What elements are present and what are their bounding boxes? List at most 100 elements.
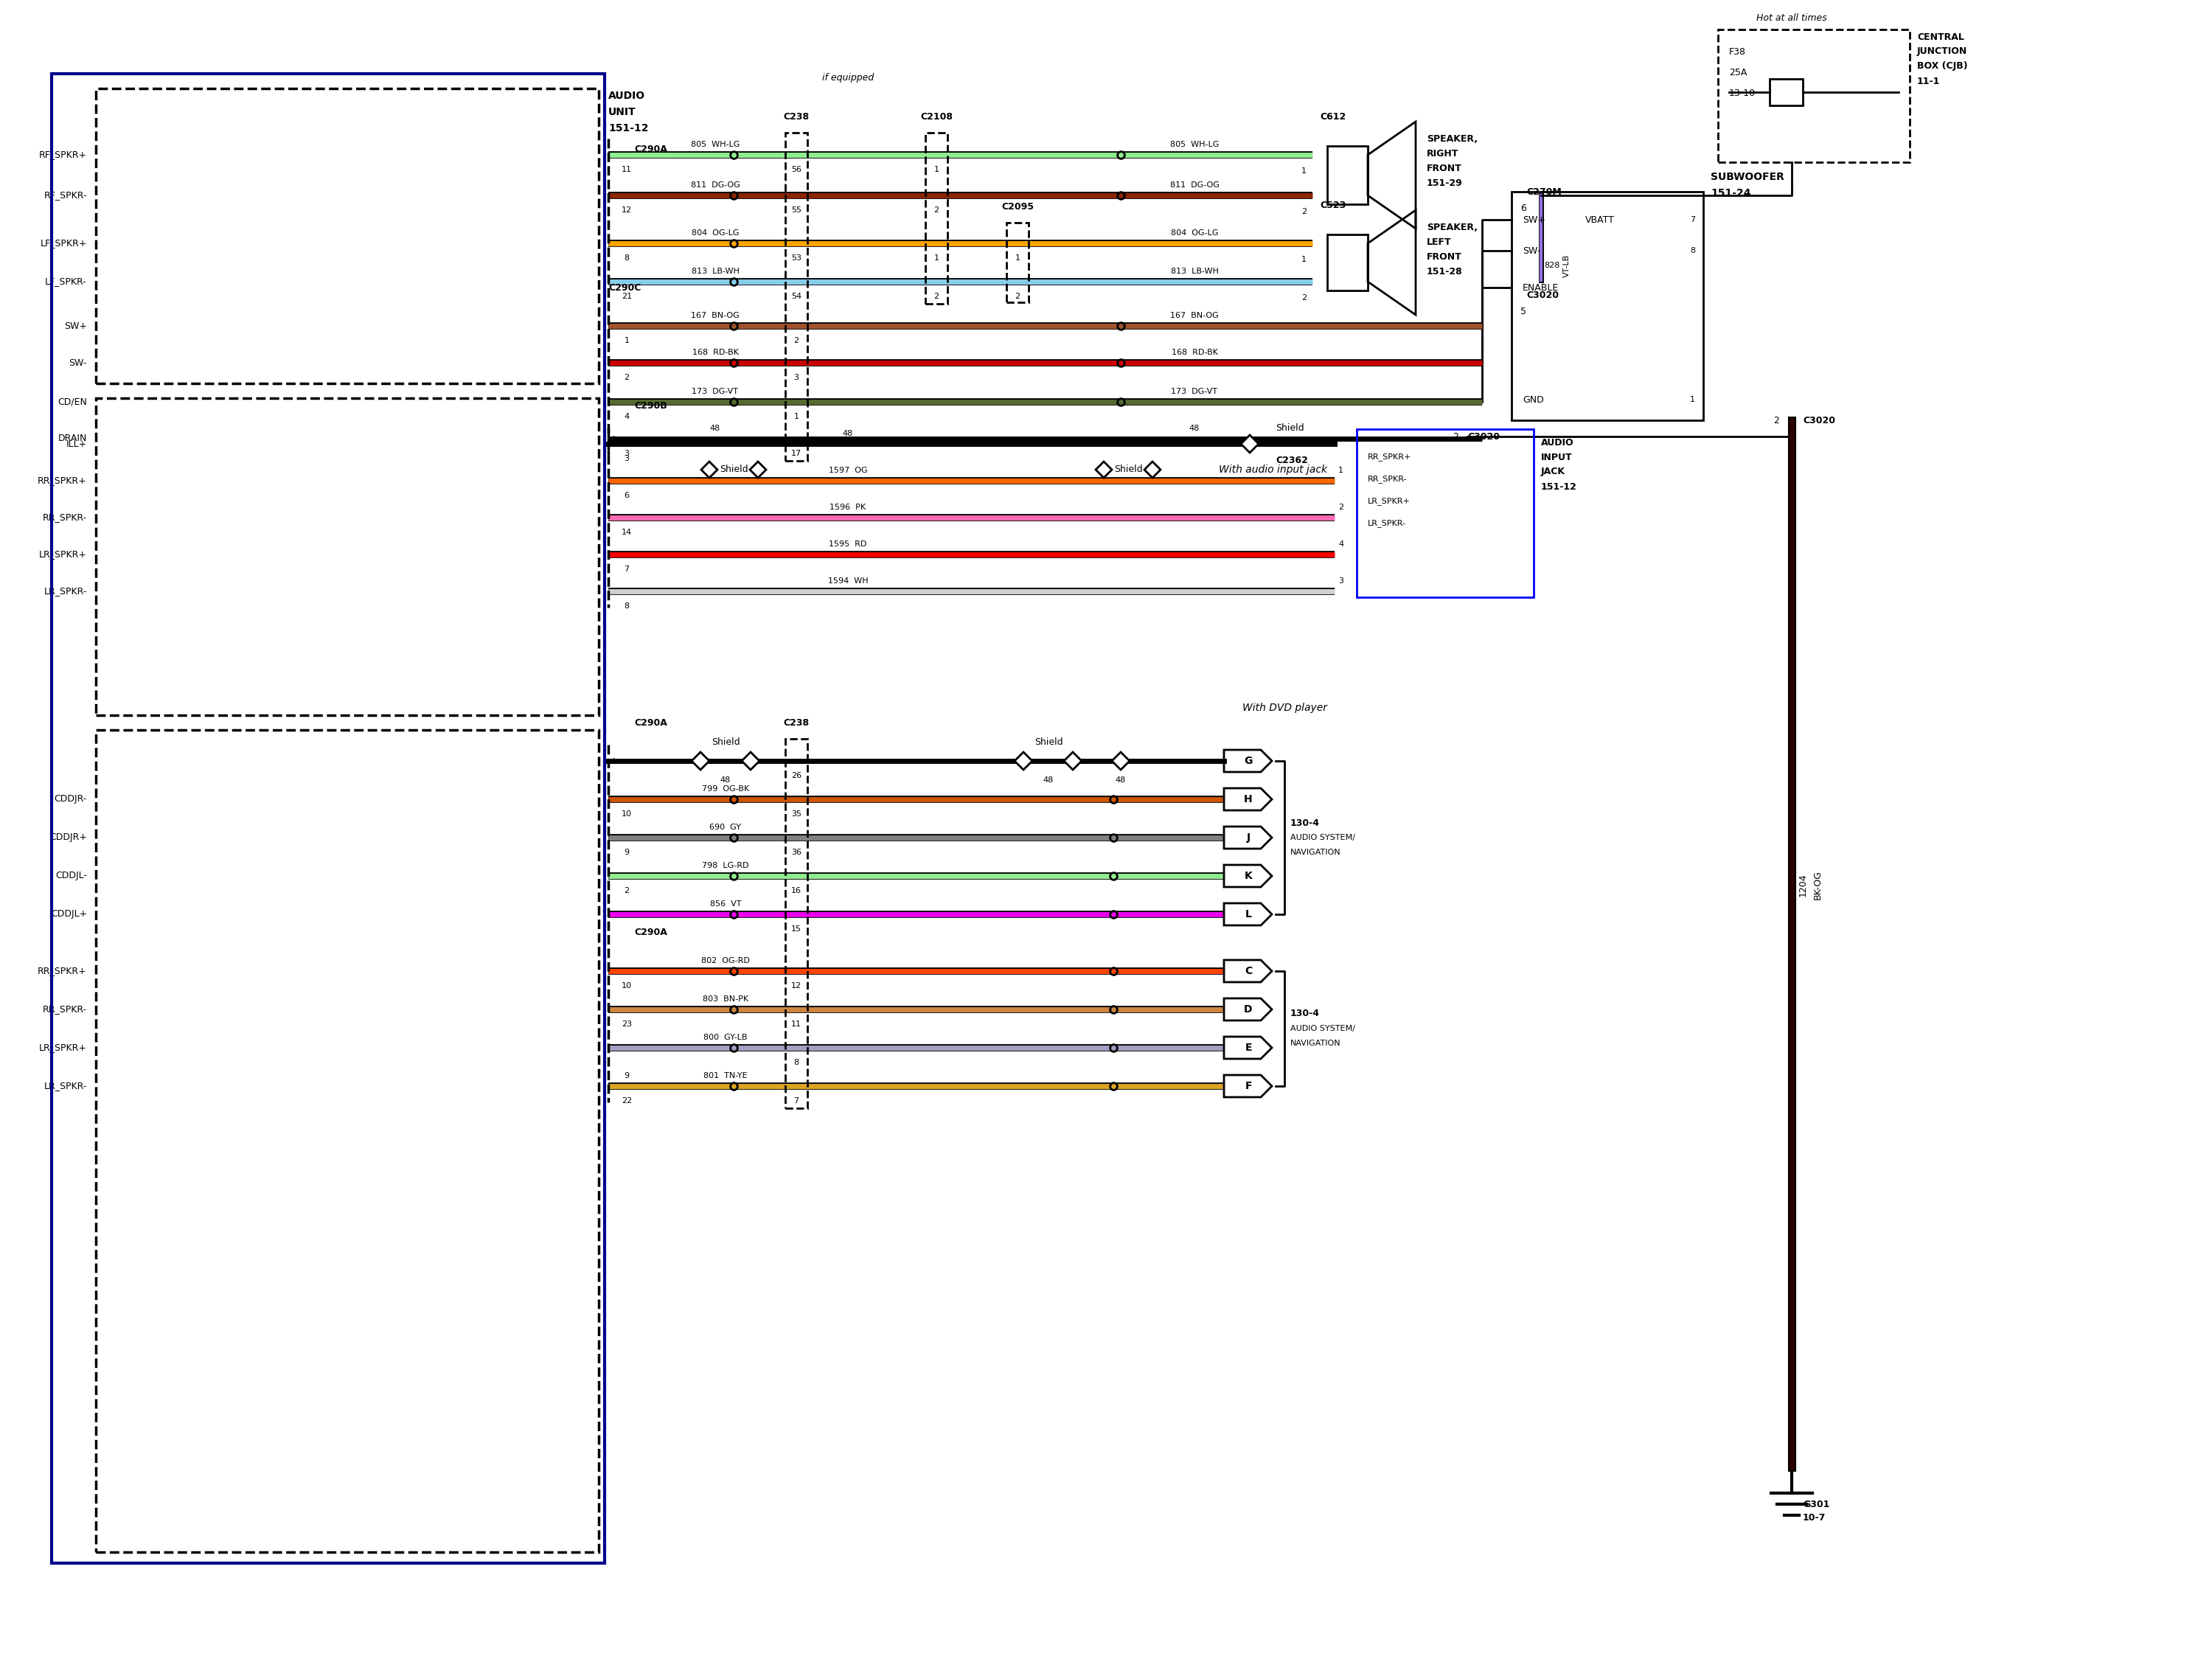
Text: 3: 3 [624,455,628,463]
Text: 12: 12 [792,982,801,989]
Text: 801  TN-YE: 801 TN-YE [703,1072,748,1080]
Text: 1: 1 [933,166,938,173]
Bar [1356,430,1533,597]
Text: 48: 48 [1190,425,1199,431]
Text: 26: 26 [792,771,801,780]
Text: 16: 16 [792,888,801,894]
Text: 1: 1 [1301,168,1307,174]
Text: SW-: SW- [69,358,86,368]
Text: 11-1: 11-1 [1918,76,1940,86]
Text: C290A: C290A [635,718,668,727]
Text: NAVIGATION: NAVIGATION [1290,1040,1340,1047]
Text: 1204: 1204 [1798,873,1807,896]
Text: SW+: SW+ [64,322,86,330]
Text: 48: 48 [843,430,854,438]
Text: C238: C238 [783,718,810,727]
Text: 2: 2 [1301,294,1307,302]
Text: SW+: SW+ [1522,216,1546,224]
Polygon shape [741,752,759,770]
Text: 10: 10 [622,982,633,989]
Text: 799  OG-BK: 799 OG-BK [701,785,750,793]
Bar [785,738,807,1108]
Text: 2: 2 [1015,292,1020,300]
Text: 130-4: 130-4 [1290,1009,1321,1019]
Text: LF_SPKR+: LF_SPKR+ [40,239,86,249]
Text: C270M: C270M [1526,187,1562,196]
Text: 22: 22 [622,1097,633,1105]
Text: CD/EN: CD/EN [58,397,86,406]
Text: SPEAKER,: SPEAKER, [1427,134,1478,143]
Text: RF_SPKR-: RF_SPKR- [44,191,86,201]
Text: 151-28: 151-28 [1427,267,1462,275]
Polygon shape [1064,752,1082,770]
Text: 2: 2 [624,373,630,382]
Bar [1006,222,1029,302]
Text: LR_SPKR-: LR_SPKR- [44,1082,86,1092]
Text: C: C [1245,966,1252,975]
Text: 151-12: 151-12 [1542,481,1577,491]
Text: 14: 14 [622,529,633,536]
Text: 2: 2 [1301,207,1307,216]
Text: 1595  RD: 1595 RD [830,541,867,547]
Text: 1: 1 [1338,466,1343,474]
Bar [1327,234,1367,290]
Text: RR_SPKR+: RR_SPKR+ [38,966,86,975]
Text: SW-: SW- [1522,246,1540,255]
Text: 813  LB-WH: 813 LB-WH [692,267,739,275]
Text: 9: 9 [624,849,630,856]
Text: C2108: C2108 [920,111,953,121]
Text: LR_SPKR-: LR_SPKR- [44,587,86,596]
Text: 168  RD-BK: 168 RD-BK [692,348,739,357]
Polygon shape [1144,461,1161,478]
Text: 804  OG-LG: 804 OG-LG [1170,229,1219,237]
Text: 15: 15 [792,926,801,932]
Text: 9: 9 [624,1072,630,1080]
Text: RR_SPKR+: RR_SPKR+ [38,476,86,486]
Text: Shield: Shield [712,737,739,747]
Text: C238: C238 [783,111,810,121]
Text: E: E [1245,1042,1252,1053]
Text: RR_SPKR-: RR_SPKR- [42,1005,86,1014]
Text: ENABLE: ENABLE [1522,282,1559,292]
Text: 151-29: 151-29 [1427,178,1462,187]
Text: 4: 4 [1338,541,1343,547]
Text: FRONT: FRONT [1427,163,1462,173]
Text: 1594  WH: 1594 WH [827,577,867,584]
Text: 3: 3 [1338,577,1343,584]
Text: JACK: JACK [1542,468,1566,476]
Text: 7: 7 [624,566,630,572]
Text: 1: 1 [794,413,799,420]
Text: 13-10: 13-10 [1730,88,1756,98]
Text: 11: 11 [622,166,633,173]
Text: 805  WH-LG: 805 WH-LG [1170,141,1219,148]
Text: 1: 1 [1690,397,1694,403]
Text: 21: 21 [622,292,633,300]
Text: C290B: C290B [635,401,668,410]
Text: 2: 2 [1338,504,1343,511]
Text: NAVIGATION: NAVIGATION [1290,849,1340,856]
Text: AUDIO SYSTEM/: AUDIO SYSTEM/ [1290,834,1356,841]
Text: 8: 8 [794,1058,799,1067]
Text: Shield: Shield [719,465,748,474]
Text: INPUT: INPUT [1542,453,1573,461]
Text: 10-7: 10-7 [1803,1513,1825,1523]
Text: With audio input jack: With audio input jack [1219,465,1327,474]
Text: AUDIO SYSTEM/: AUDIO SYSTEM/ [1290,1025,1356,1032]
Bar [1770,80,1803,106]
Text: BOX (CJB): BOX (CJB) [1918,61,1969,71]
Text: 56: 56 [792,166,801,173]
Text: AUDIO: AUDIO [1542,438,1575,448]
Bar [1511,192,1703,420]
Text: 7: 7 [1690,216,1694,224]
Text: 2: 2 [933,292,940,300]
Text: 811  DG-OG: 811 DG-OG [690,181,739,189]
Text: 3: 3 [794,373,799,382]
Text: 1: 1 [624,337,628,345]
Text: 803  BN-PK: 803 BN-PK [703,995,748,1002]
Text: 1597  OG: 1597 OG [830,466,867,474]
Text: if equipped: if equipped [823,73,874,83]
Text: C523: C523 [1321,201,1345,209]
Text: 1: 1 [1301,255,1307,264]
Text: LR_SPKR+: LR_SPKR+ [40,549,86,559]
Text: SUBWOOFER: SUBWOOFER [1710,173,1785,182]
